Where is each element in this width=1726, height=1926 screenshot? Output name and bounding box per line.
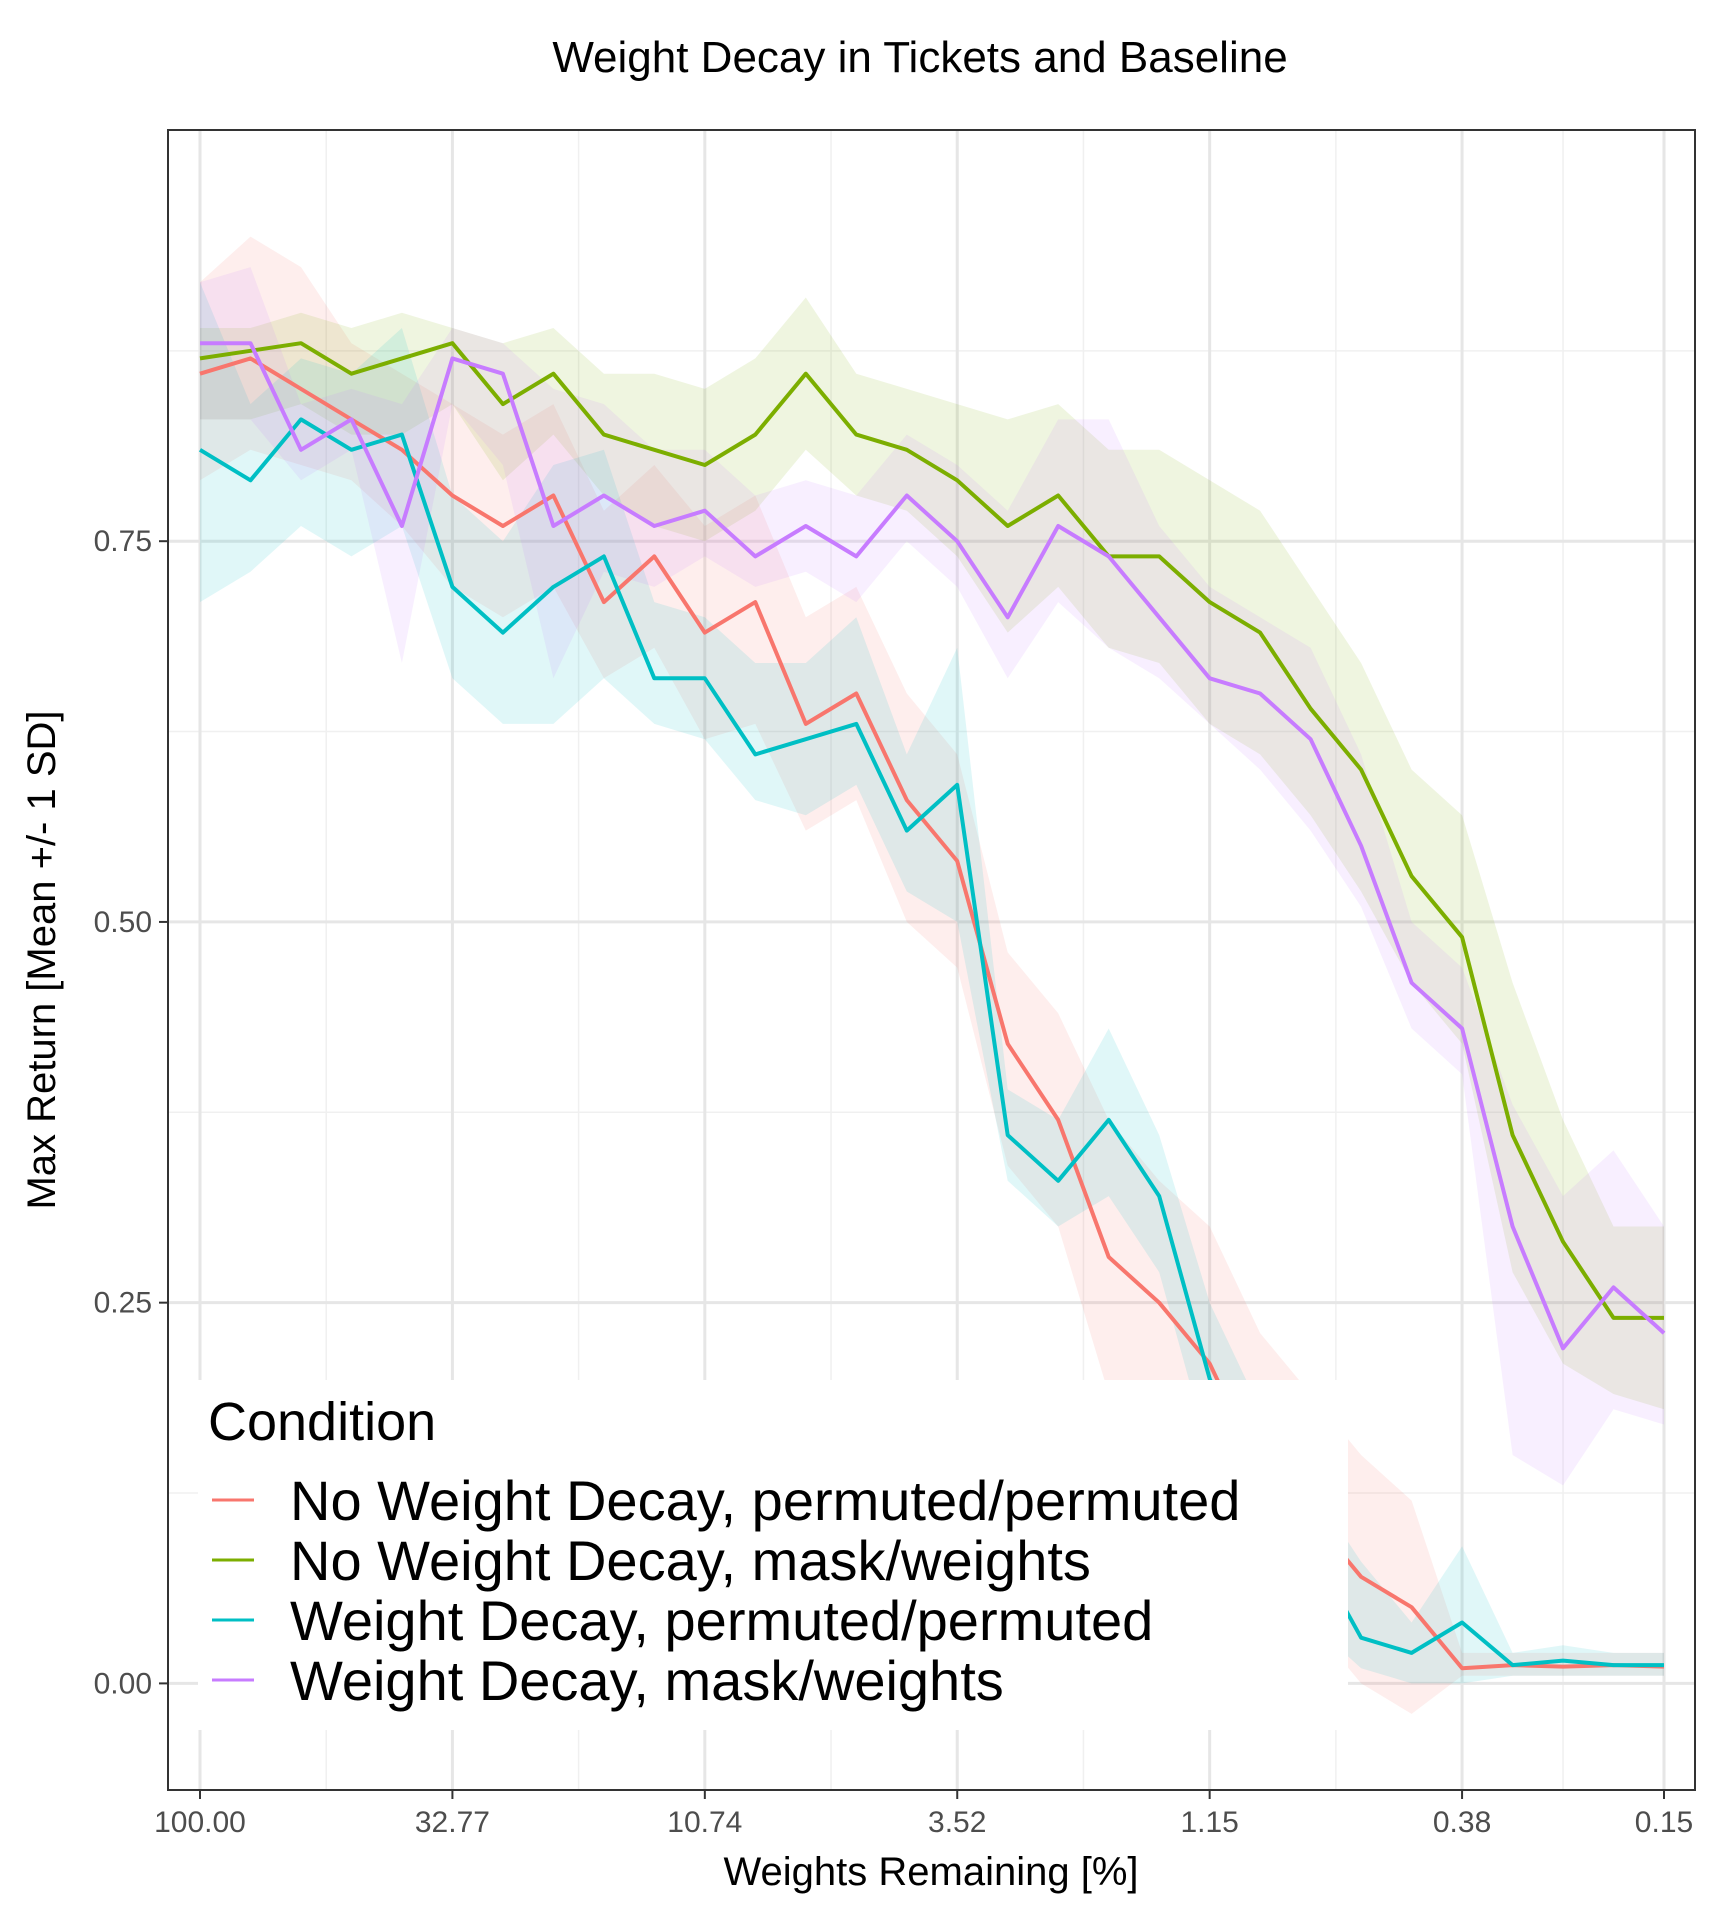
series-line bbox=[199, 356, 1665, 1671]
x-tick-label: 0.15 bbox=[1635, 1806, 1693, 1839]
x-tick-label: 100.00 bbox=[154, 1806, 246, 1839]
sd-bands bbox=[200, 236, 1664, 1714]
chart-title: Weight Decay in Tickets and Baseline bbox=[552, 33, 1287, 82]
y-axis-title: Max Return [Mean +/- 1 SD] bbox=[20, 710, 64, 1209]
y-tick-label: 0.50 bbox=[94, 906, 152, 939]
x-tick-label: 10.74 bbox=[667, 1806, 742, 1839]
x-tick-label: 0.38 bbox=[1433, 1806, 1491, 1839]
series-line bbox=[198, 417, 1664, 1668]
series-line bbox=[200, 341, 1666, 1351]
legend-label: No Weight Decay, mask/weights bbox=[290, 1529, 1091, 1592]
legend-label: No Weight Decay, permuted/permuted bbox=[290, 1469, 1240, 1532]
sd-band bbox=[200, 282, 1664, 1684]
legend-title: Condition bbox=[208, 1392, 436, 1452]
x-axis-title: Weights Remaining [%] bbox=[724, 1850, 1139, 1894]
axes: 0.00 0.25 0.50 0.75 100.00 32.77 10.74 3.52 1.15… bbox=[94, 525, 1694, 1839]
series-lines bbox=[198, 341, 1666, 1671]
series-line bbox=[199, 341, 1664, 1320]
sd-band bbox=[200, 267, 1664, 1486]
sd-band bbox=[200, 236, 1664, 1714]
legend-background bbox=[198, 1380, 1348, 1730]
x-tick-label: 1.15 bbox=[1180, 1806, 1238, 1839]
plot-border bbox=[167, 129, 1696, 1791]
y-tick-label: 0.25 bbox=[94, 1287, 152, 1320]
legend: Condition No Weight Decay, permuted/perm… bbox=[198, 1380, 1348, 1730]
y-tick-label: 0.00 bbox=[94, 1667, 152, 1700]
legend-label: Weight Decay, permuted/permuted bbox=[290, 1589, 1153, 1652]
x-tick-label: 3.52 bbox=[928, 1806, 986, 1839]
legend-label: Weight Decay, mask/weights bbox=[290, 1649, 1004, 1712]
x-tick-label: 32.77 bbox=[415, 1806, 490, 1839]
sd-band bbox=[200, 297, 1664, 1410]
y-tick-label: 0.75 bbox=[94, 525, 152, 558]
